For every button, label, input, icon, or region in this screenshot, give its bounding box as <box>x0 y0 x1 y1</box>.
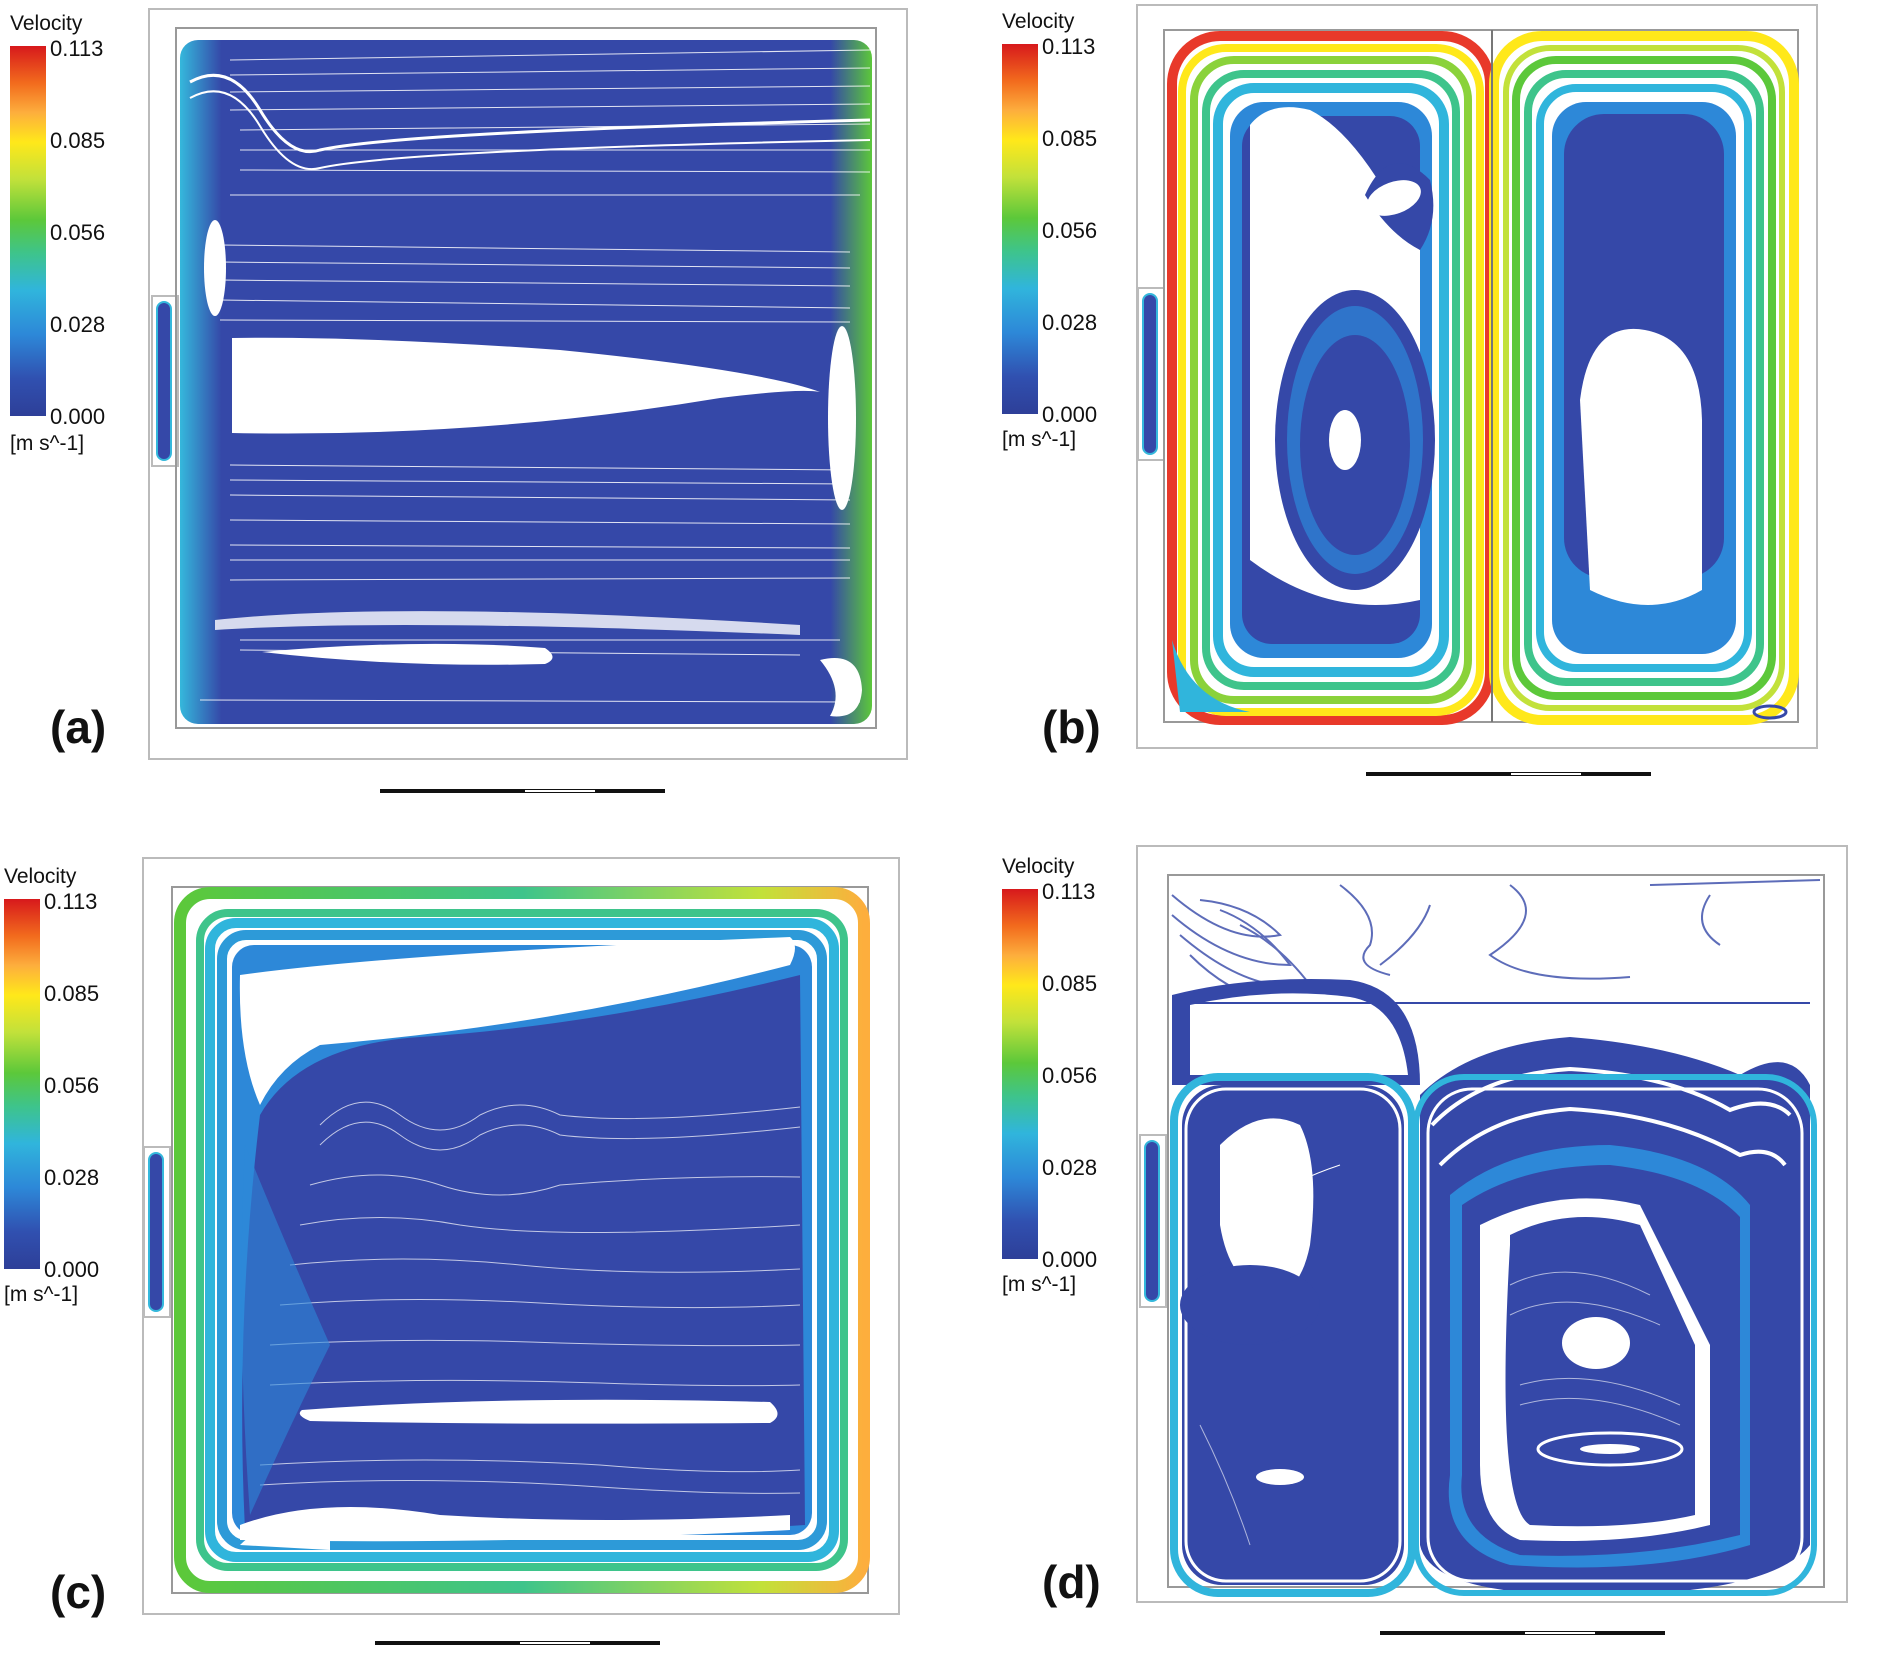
tick-max: 0.113 <box>50 36 104 61</box>
velocity-colorbar <box>4 899 40 1269</box>
legend-unit: [m s^-1] <box>1002 428 1077 451</box>
scale-bar <box>375 1635 675 1655</box>
tick-085: 0.085 <box>1042 971 1098 996</box>
legend-title: Velocity <box>1002 855 1075 878</box>
legend-unit: [m s^-1] <box>4 1283 79 1306</box>
tick-max: 0.113 <box>44 889 98 914</box>
streamline-plot <box>1139 874 1825 1597</box>
legend-unit: [m s^-1] <box>1002 1273 1077 1296</box>
legend-title: Velocity <box>1002 10 1075 33</box>
tick-085: 0.085 <box>44 981 100 1006</box>
velocity-colorbar <box>10 46 46 416</box>
tick-028: 0.028 <box>50 312 106 337</box>
legend-unit: [m s^-1] <box>10 432 85 455</box>
streamline-plot <box>151 27 877 729</box>
panel-label: (c) <box>50 1566 107 1618</box>
tick-min: 0.000 <box>50 404 106 429</box>
tick-028: 0.028 <box>1042 1155 1098 1180</box>
tick-max: 0.113 <box>1042 879 1096 904</box>
panel-c: Velocity 0.113 0.085 0.056 0.028 0.000 [… <box>0 825 950 1650</box>
tick-085: 0.085 <box>50 128 106 153</box>
panel-b: Velocity 0.113 0.085 0.056 0.028 0.000 [… <box>950 0 1900 825</box>
legend-title: Velocity <box>4 865 77 888</box>
tick-085: 0.085 <box>1042 126 1098 151</box>
tick-056: 0.056 <box>1042 1063 1098 1088</box>
scale-bar <box>380 783 680 803</box>
panel-label: (b) <box>1042 701 1101 753</box>
legend-title: Velocity <box>10 12 83 35</box>
tick-max: 0.113 <box>1042 34 1096 59</box>
tick-min: 0.000 <box>1042 402 1098 427</box>
panel-a: Velocity 0.113 0.085 0.056 0.028 0.000 [… <box>0 0 950 825</box>
tick-056: 0.056 <box>50 220 106 245</box>
velocity-colorbar <box>1002 44 1038 414</box>
tick-028: 0.028 <box>1042 310 1098 335</box>
scale-bar <box>1380 1625 1680 1645</box>
tick-056: 0.056 <box>1042 218 1098 243</box>
scale-bar <box>1366 766 1666 786</box>
streamline-plot <box>1137 29 1799 725</box>
tick-028: 0.028 <box>44 1165 100 1190</box>
tick-min: 0.000 <box>1042 1247 1098 1272</box>
panel-label: (d) <box>1042 1556 1101 1608</box>
panel-d: Velocity 0.113 0.085 0.056 0.028 0.000 [… <box>950 825 1900 1650</box>
panel-label: (a) <box>50 701 107 753</box>
velocity-colorbar <box>1002 889 1038 1259</box>
tick-min: 0.000 <box>44 1257 100 1282</box>
tick-056: 0.056 <box>44 1073 100 1098</box>
streamline-plot <box>143 886 870 1594</box>
